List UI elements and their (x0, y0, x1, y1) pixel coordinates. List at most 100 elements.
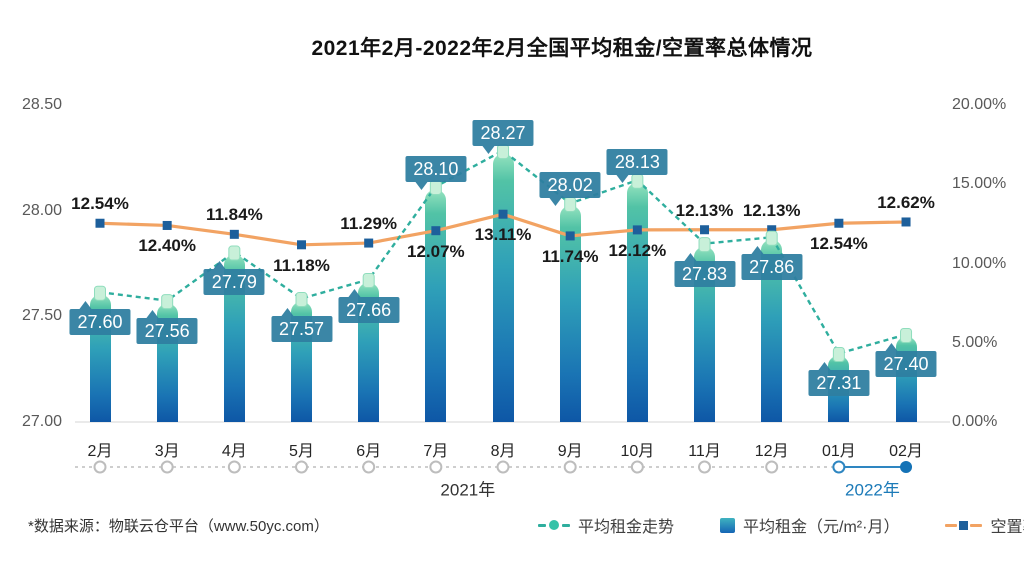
vacancy-label-10月: 12.12% (608, 240, 667, 260)
x-label-5月: 5月 (289, 443, 314, 460)
trend-marker-9月 (564, 196, 577, 212)
bar-value-label-6月: 27.66 (338, 288, 400, 323)
vacancy-line-icon (945, 520, 983, 530)
timeline-dot-11月 (698, 460, 712, 474)
bar-value-label-3月: 27.56 (136, 309, 198, 344)
bar-value-label-11月: 27.83 (673, 252, 736, 287)
legend-item-rent: 平均租金（元/m²·月） (720, 513, 899, 537)
callout-tail (482, 145, 495, 154)
x-label-10月: 10月 (620, 443, 655, 460)
bar-value-label-7月: 28.10 (405, 155, 467, 190)
left-axis-tick-28.50: 28.50 (22, 96, 63, 113)
callout-tail (348, 288, 361, 297)
x-label-01月: 01月 (821, 443, 856, 460)
callout-tail (885, 343, 898, 352)
x-label-7月: 7月 (423, 443, 449, 460)
callout-tail (280, 307, 293, 316)
x-label-8月: 8月 (490, 443, 516, 460)
timeline-dot-9月 (563, 460, 577, 474)
bar-4月 (223, 255, 245, 422)
bar-9月 (559, 206, 581, 422)
vacancy-marker-4月 (229, 229, 239, 239)
x-label-6月: 6月 (356, 443, 382, 460)
timeline-dot-2月 (93, 460, 107, 474)
callout-tail (549, 198, 562, 207)
timeline-dot-5月 (295, 460, 309, 474)
vacancy-marker-2月 (95, 218, 105, 228)
vacancy-label-3月: 12.40% (138, 236, 196, 256)
bar-10月 (626, 183, 648, 422)
vacancy-label-4月: 11.84% (205, 205, 263, 225)
vacancy-label-02月: 12.62% (877, 192, 935, 212)
vacancy-label-7月: 12.07% (407, 241, 465, 261)
trend-marker-01月 (832, 346, 845, 362)
trend-marker-3月 (161, 294, 174, 310)
vacancy-marker-5月 (297, 240, 307, 250)
rent-trend-line (99, 149, 907, 355)
year-label-2021年: 2021年 (440, 480, 496, 500)
vacancy-marker-01月 (834, 218, 844, 228)
bar-value-label-8月: 28.27 (472, 119, 534, 154)
x-label-12月: 12月 (754, 443, 789, 460)
x-label-4月: 4月 (221, 443, 247, 460)
bar-value-label-2月: 27.60 (69, 301, 131, 336)
legend-label-rent: 平均租金（元/m²·月） (743, 519, 900, 536)
callout-tail (415, 181, 428, 190)
vacancy-label-6月: 11.29% (340, 214, 398, 234)
vacancy-label-12月: 12.13% (742, 200, 801, 220)
x-label-9月: 9月 (557, 443, 583, 460)
legend-item-vacancy: 空置率 (945, 513, 1024, 537)
x-label-2月: 2月 (87, 443, 113, 460)
bar-value-label-02月: 27.40 (875, 343, 937, 378)
timeline-dot-10月 (630, 460, 644, 474)
trend-marker-6月 (362, 273, 375, 289)
trend-marker-7月 (429, 180, 442, 196)
x-label-3月: 3月 (154, 443, 180, 460)
left-axis-tick-28.00: 28.00 (22, 201, 63, 219)
vacancy-label-11月: 12.13% (675, 200, 734, 220)
trend-marker-8月 (497, 144, 510, 160)
x-label-02月: 02月 (889, 443, 923, 460)
bar-value-label-4月: 27.79 (203, 261, 265, 296)
legend-item-trend: 平均租金走势 (538, 513, 674, 537)
legend-label-trend: 平均租金走势 (578, 519, 675, 536)
left-axis-tick-27.50: 27.50 (22, 307, 63, 325)
callout-tail (616, 175, 629, 184)
callout-tail (683, 252, 696, 261)
right-axis-tick-15.00%: 15.00% (952, 175, 1007, 193)
right-axis-tick-0.00%: 0.00% (952, 413, 998, 430)
timeline-dot-01月 (832, 460, 846, 474)
callout-tail (751, 246, 764, 255)
bar-value-label-12月: 27.86 (741, 246, 803, 281)
timeline-dot-8月 (496, 460, 510, 474)
right-axis-tick-5.00%: 5.00% (952, 333, 998, 351)
vacancy-label-8月: 13.11% (474, 225, 532, 245)
timeline-dot-7月 (429, 460, 443, 474)
footer-row: *数据来源：物联云仓平台（www.50yc.com） 平均租金走势 平均租金（元… (0, 510, 1024, 544)
legend-label-vacancy: 空置率 (990, 519, 1024, 536)
trend-marker-2月 (94, 285, 106, 301)
left-axis-tick-27.00: 27.00 (22, 413, 63, 430)
vacancy-marker-6月 (364, 238, 374, 248)
vacancy-marker-3月 (162, 220, 172, 230)
bar-value-label-5月: 27.57 (270, 307, 333, 342)
callout-tail (146, 309, 159, 318)
bar-11月 (694, 246, 716, 422)
bar-value-label-10月: 28.13 (606, 149, 668, 184)
bar-value-label-01月: 27.31 (808, 362, 870, 397)
vacancy-marker-9月 (565, 231, 575, 241)
trend-dashed-line-icon (538, 520, 570, 530)
chart-title: 2021年2月-2022年2月全国平均租金/空置率总体情况 (311, 37, 813, 60)
right-axis-tick-20.00%: 20.00% (952, 96, 1007, 113)
bar-7月 (425, 189, 447, 422)
timeline-dot-3月 (160, 460, 174, 474)
data-source-note: *数据来源：物联云仓平台（www.50yc.com） (28, 518, 329, 535)
right-axis-tick-10.00%: 10.00% (952, 254, 1007, 272)
vacancy-label-2月: 12.54% (71, 194, 129, 214)
callout-tail (79, 301, 92, 310)
trend-marker-10月 (631, 173, 644, 189)
trend-marker-5月 (295, 292, 308, 308)
